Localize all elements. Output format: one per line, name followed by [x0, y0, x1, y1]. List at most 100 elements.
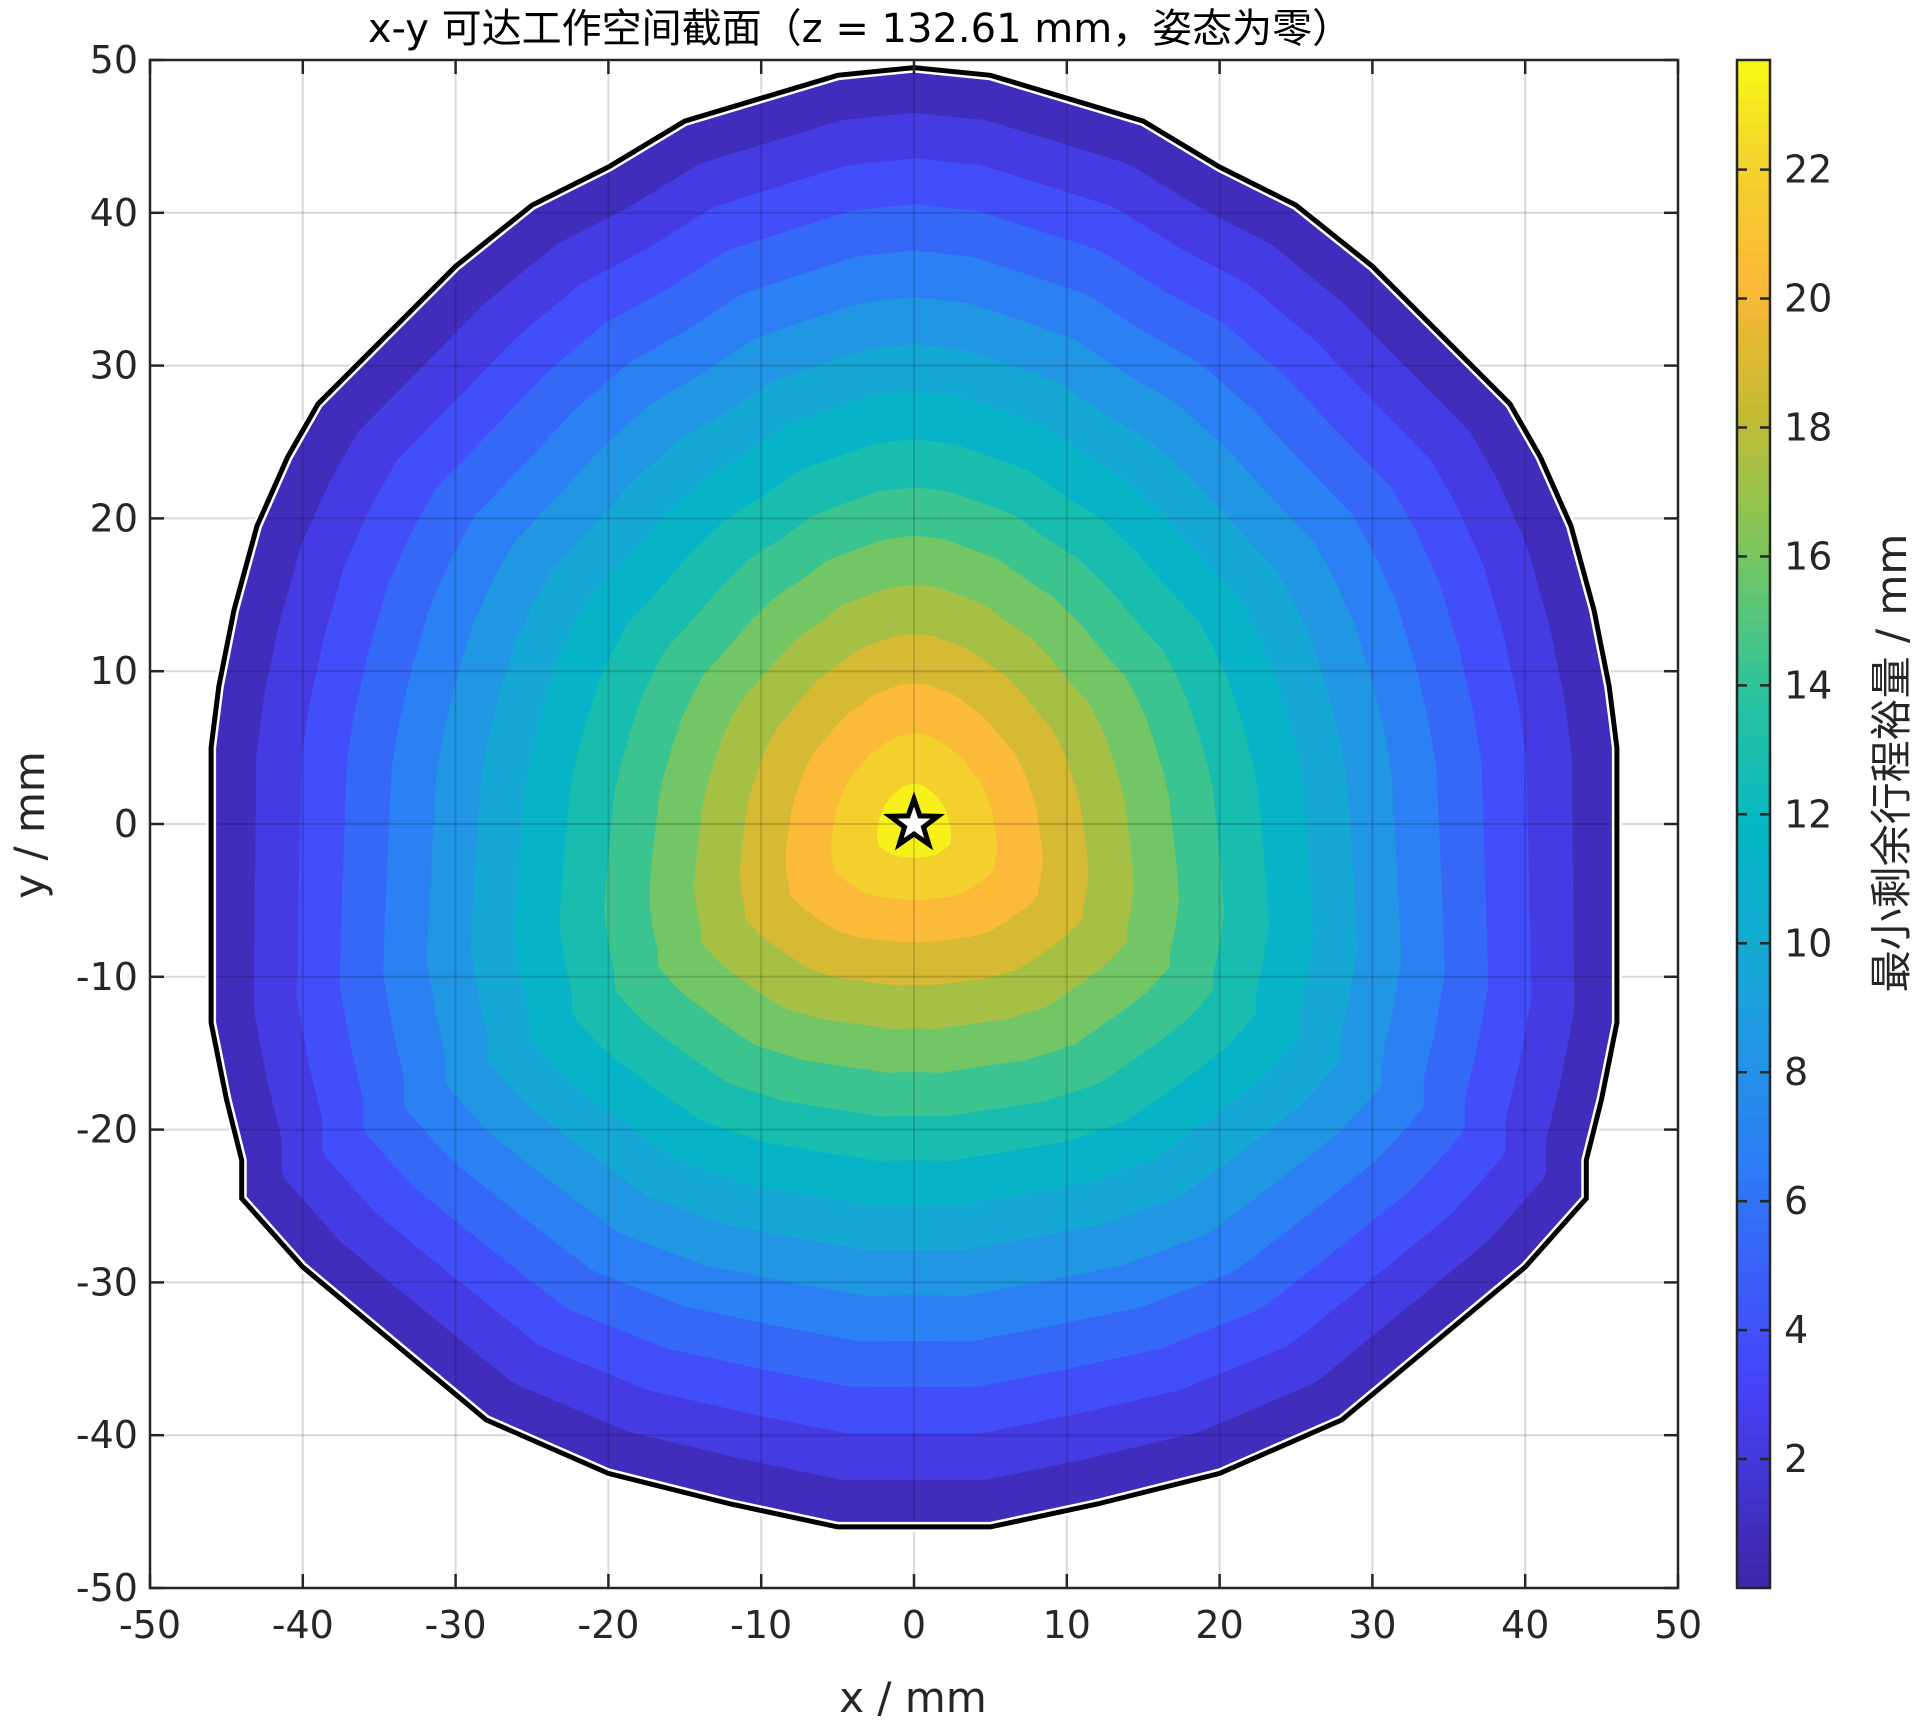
- colorbar-gradient-step: [1737, 1473, 1770, 1487]
- colorbar-box: [1735, 58, 1772, 1590]
- colorbar-gradient-step: [1737, 467, 1770, 481]
- colorbar-gradient-step: [1737, 1333, 1770, 1347]
- boundary-line: [208, 65, 1620, 1530]
- colorbar-gradient-step: [1737, 1142, 1770, 1156]
- colorbar-gradient-step: [1737, 1078, 1770, 1093]
- colorbar-gradient-step: [1737, 1282, 1770, 1296]
- colorbar-gradient-step: [1737, 849, 1770, 863]
- colorbar-gradient-step: [1737, 594, 1770, 609]
- colorbar-tick-label: 16: [1784, 534, 1832, 578]
- x-tick-label: 40: [1501, 1603, 1549, 1647]
- colorbar-gradient-step: [1737, 72, 1770, 87]
- max-marker: [882, 791, 946, 851]
- colorbar-gradient-step: [1737, 1104, 1770, 1118]
- y-tick-label: 0: [114, 802, 138, 846]
- colorbar-gradient-step: [1737, 798, 1770, 813]
- x-tick-label: 30: [1348, 1603, 1396, 1647]
- colorbar-gradient-step: [1737, 709, 1770, 723]
- colorbar-gradient-step: [1737, 1409, 1770, 1424]
- colorbar-gradient-step: [1737, 951, 1770, 965]
- colorbar-gradient-step: [1737, 378, 1770, 392]
- colorbar-gradient-step: [1737, 301, 1770, 316]
- colorbar-gradient-step: [1737, 836, 1770, 851]
- colorbar-gradient-step: [1737, 696, 1770, 711]
- colorbar-gradient-step: [1737, 607, 1770, 622]
- x-tick-label: 10: [1043, 1603, 1091, 1647]
- colorbar-gradient-step: [1737, 340, 1770, 354]
- y-tick-label: -30: [76, 1260, 138, 1304]
- y-tick-label: -40: [76, 1413, 138, 1457]
- colorbar-gradient-step: [1737, 1244, 1770, 1258]
- y-tick-label: -50: [76, 1566, 138, 1610]
- colorbar-gradient-step: [1737, 60, 1770, 74]
- colorbar-gradient-step: [1737, 938, 1770, 953]
- reachable-boundary: [206, 62, 1622, 1532]
- colorbar-gradient-step: [1737, 289, 1770, 303]
- colorbar-gradient-step: [1737, 238, 1770, 252]
- colorbar-gradient-step: [1737, 989, 1770, 1004]
- colorbar-tick-label: 14: [1784, 663, 1832, 707]
- x-tick-label: 0: [902, 1603, 926, 1647]
- colorbar-gradient-step: [1737, 136, 1770, 150]
- colorbar-gradient-step: [1737, 187, 1770, 201]
- colorbar-gradient-step: [1737, 1358, 1770, 1373]
- colorbar-gradient-step: [1737, 454, 1770, 469]
- colorbar-tick-label: 12: [1784, 792, 1832, 836]
- colorbar-gradient-step: [1737, 785, 1770, 800]
- colorbar-gradient-step: [1737, 365, 1770, 380]
- colorbar-gradient-step: [1737, 276, 1770, 290]
- colorbar-gradient-step: [1737, 110, 1770, 125]
- y-tick-label: 20: [90, 496, 138, 540]
- colorbar-gradient-step: [1737, 1065, 1770, 1080]
- y-tick-label: 50: [90, 38, 138, 82]
- colorbar-gradient-step: [1737, 1397, 1770, 1411]
- colorbar-gradient-step: [1737, 1511, 1770, 1526]
- y-axis-label: y / mm: [5, 751, 54, 899]
- colorbar-tick-label: 2: [1784, 1437, 1808, 1481]
- colorbar-gradient-step: [1737, 1206, 1770, 1220]
- x-tick-label: -40: [272, 1603, 334, 1647]
- colorbar-gradient-step: [1737, 161, 1770, 176]
- colorbar-gradient-step: [1737, 1435, 1770, 1449]
- colorbar-gradient-step: [1737, 263, 1770, 278]
- colorbar-gradient-step: [1737, 1422, 1770, 1436]
- colorbar-gradient-step: [1737, 531, 1770, 545]
- colorbar-gradient-step: [1737, 505, 1770, 520]
- colorbar-tick-label: 10: [1784, 921, 1832, 965]
- colorbar-gradient-step: [1737, 633, 1770, 647]
- x-tick-label: -30: [425, 1603, 487, 1647]
- y-tick-label: -20: [76, 1108, 138, 1152]
- colorbar-gradient-step: [1737, 1320, 1770, 1335]
- colorbar-gradient-step: [1737, 760, 1770, 774]
- colorbar-gradient-step: [1737, 1053, 1770, 1067]
- colorbar-gradient-step: [1737, 518, 1770, 532]
- colorbar-gradient-step: [1737, 200, 1770, 214]
- colorbar-tick-label: 4: [1784, 1308, 1808, 1352]
- colorbar-gradient-step: [1737, 734, 1770, 749]
- colorbar-gradient-step: [1737, 149, 1770, 163]
- colorbar: 2 4 6 8 10 12 14 16 18 20 22: [1735, 58, 1832, 1590]
- colorbar-gradient-step: [1737, 824, 1770, 838]
- colorbar-gradient-step: [1737, 964, 1770, 978]
- colorbar-tick-label: 6: [1784, 1179, 1808, 1223]
- colorbar-gradient-step: [1737, 1155, 1770, 1169]
- colorbar-gradient-step: [1737, 1015, 1770, 1029]
- colorbar-gradient-step: [1737, 1231, 1770, 1245]
- colorbar-gradient-step: [1737, 887, 1770, 902]
- colorbar-gradient-step: [1737, 98, 1770, 112]
- colorbar-gradient-step: [1737, 391, 1770, 405]
- colorbar-gradient-step: [1737, 620, 1770, 634]
- colorbar-gradient-step: [1737, 314, 1770, 329]
- y-tick-label: 30: [90, 344, 138, 388]
- colorbar-tick-label: 22: [1784, 148, 1832, 192]
- colorbar-gradient-step: [1737, 1384, 1770, 1398]
- colorbar-gradient-step: [1737, 976, 1770, 991]
- colorbar-gradient-step: [1737, 900, 1770, 914]
- colorbar-gradient-step: [1737, 442, 1770, 456]
- colorbar-gradient-step: [1737, 747, 1770, 762]
- colorbar-gradient-step: [1737, 645, 1770, 660]
- colorbar-gradient-step: [1737, 1040, 1770, 1054]
- colorbar-gradient-step: [1737, 403, 1770, 418]
- colorbar-gradient-step: [1737, 1460, 1770, 1475]
